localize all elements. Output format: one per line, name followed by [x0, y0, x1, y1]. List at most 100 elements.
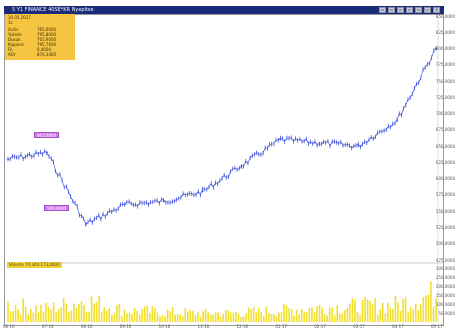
price-point: [357, 145, 359, 147]
window-title: 5 Y1 FINANCE 40SE*KR Nyepitse: [12, 7, 94, 13]
info-label-fk: Fk: [8, 47, 13, 52]
volume-bar: [90, 296, 93, 322]
time-tick-label: 10-16: [158, 324, 171, 329]
price-point: [201, 190, 204, 193]
volume-bar: [346, 307, 349, 322]
volume-bar: [252, 307, 255, 322]
volume-bar: [141, 309, 144, 322]
volume-bar: [288, 308, 290, 322]
volume-bar: [412, 309, 415, 322]
volume-bar: [420, 304, 422, 322]
volume-bar: [88, 311, 90, 322]
time-tick-label: 02-17: [314, 324, 326, 329]
volume-bar: [298, 314, 301, 322]
price-point: [318, 142, 321, 144]
volume-bar: [113, 313, 116, 322]
volume-bar: [331, 307, 333, 322]
info-label-aor: AOr: [8, 52, 16, 57]
volume-bar: [316, 306, 318, 322]
volume-bar: [40, 304, 42, 322]
volume-bar: [217, 312, 220, 322]
window-button-3[interactable]: ▫: [397, 7, 404, 13]
info-value-aor: 876,3400: [37, 52, 57, 57]
volume-bar: [306, 312, 308, 322]
volume-bar: [138, 314, 141, 322]
price-point: [7, 158, 9, 160]
volume-bar: [356, 312, 359, 322]
volume-bar: [227, 310, 230, 322]
volume-bar: [78, 304, 80, 322]
volume-bar: [121, 316, 123, 322]
volume-bar: [361, 299, 364, 322]
volume-bar: [341, 313, 344, 322]
volume-bar: [323, 314, 326, 322]
volume-bar: [354, 299, 356, 322]
window-button-1[interactable]: ▫: [379, 7, 386, 13]
volume-bar: [50, 309, 52, 322]
volume-bar: [359, 314, 361, 322]
volume-bar: [184, 308, 187, 322]
volume-bar: [414, 303, 417, 322]
volume-bar: [321, 307, 323, 322]
window-button-4[interactable]: ▫: [406, 7, 413, 13]
volume-bar: [257, 307, 260, 322]
volume-tick-label: 200.0000: [435, 283, 455, 289]
time-tick-label: 01-17: [275, 324, 287, 329]
volume-bar: [42, 311, 45, 322]
volume-bar: [290, 309, 293, 322]
volume-bar: [151, 306, 154, 322]
volume-bar: [159, 316, 161, 322]
price-point: [85, 223, 87, 226]
window-titlebar[interactable]: 5 Y1 FINANCE 40SE*KR Nyepitse ▫ ▫ ▫ ▫ ▫ …: [4, 6, 444, 14]
volume-bar: [202, 311, 204, 322]
time-tick-label: 09-16: [119, 324, 132, 329]
volume-bar: [387, 302, 389, 322]
price-point: [240, 164, 243, 167]
volume-bar: [280, 312, 283, 322]
volume-bar: [95, 302, 98, 322]
info-value-close: 795,7000: [37, 42, 57, 47]
volume-bar: [209, 314, 212, 322]
volume-bar: [265, 306, 268, 322]
volume-bar: [128, 312, 131, 322]
close-button[interactable]: x: [433, 7, 440, 13]
info-value-open: 765,9000: [37, 27, 57, 32]
price-tick-label: 475,0000: [435, 257, 455, 263]
volume-bar: [35, 305, 37, 322]
window-button-5[interactable]: ▫: [415, 7, 422, 13]
volume-bar: [143, 306, 146, 322]
volume-bar: [214, 312, 217, 322]
volume-bar: [108, 308, 111, 322]
volume-bar: [240, 316, 242, 322]
time-tick-label: 06-16: [3, 324, 15, 329]
volume-bar: [136, 311, 138, 322]
volume-bar: [22, 298, 24, 322]
window-button-2[interactable]: ▫: [388, 7, 395, 13]
volume-bar: [349, 303, 351, 322]
volume-bar: [67, 312, 70, 322]
volume-bar: [389, 307, 392, 322]
volume-bar: [45, 302, 47, 322]
volume-bar: [100, 312, 103, 322]
info-label-high: Yuksek: [8, 32, 22, 37]
volume-bar: [73, 303, 75, 322]
volume-bar: [103, 306, 106, 322]
volume-bar: [75, 307, 78, 322]
price-tick-label: 625,0000: [435, 159, 455, 165]
time-tick-label: 04-17: [392, 324, 404, 329]
price-series-line: [7, 48, 437, 226]
volume-bar: [176, 314, 179, 322]
window-buttons: ▫ ▫ ▫ ▫ ▫ ▫ x: [379, 7, 440, 13]
volume-bar: [187, 311, 189, 322]
volume-label: Volume 74.344.173,0000: [7, 262, 62, 268]
volume-bar: [366, 299, 369, 322]
volume-bar: [146, 305, 149, 322]
window-button-6[interactable]: ▫: [424, 7, 431, 13]
volume-bar: [105, 310, 108, 322]
volume-bar: [207, 312, 209, 322]
volume-bar: [237, 313, 240, 322]
volume-bar: [60, 307, 62, 322]
volume-bar: [318, 304, 321, 322]
price-tick-label: 850,0000: [435, 13, 455, 19]
